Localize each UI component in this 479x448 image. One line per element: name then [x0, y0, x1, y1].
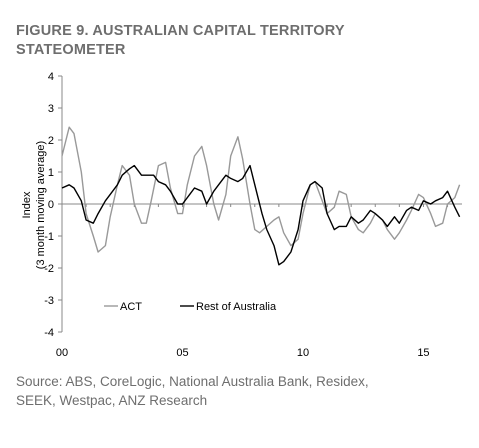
x-tick-label: 15 [417, 347, 429, 359]
chart-axes: -4 -3 -2 -1 0 1 2 3 4 00 05 10 15 [44, 71, 462, 359]
y-tick-label: 0 [48, 199, 54, 211]
legend-label: ACT [120, 301, 142, 313]
y-tick-label: -4 [44, 327, 54, 339]
y-tick-label: -2 [44, 263, 54, 275]
x-tick-label: 00 [56, 347, 68, 359]
y-axis-label-line1: Index [21, 191, 33, 218]
y-axis-label-line2: (3 month moving average) [35, 141, 47, 269]
figure-title-line1: FIGURE 9. AUSTRALIAN CAPITAL TERRITORY [16, 23, 345, 39]
series-line-rest-of-australia [61, 164, 461, 266]
source-line2: SEEK, Westpac, ANZ Research [16, 393, 208, 408]
figure-title: FIGURE 9. AUSTRALIAN CAPITAL TERRITORY S… [16, 22, 456, 60]
x-tick-label: 05 [176, 347, 188, 359]
y-tick-label: 2 [48, 135, 54, 147]
legend-label: Rest of Australia [196, 301, 277, 313]
source-line1: Source: ABS, CoreLogic, National Austral… [16, 374, 369, 389]
y-tick-label: 3 [48, 103, 54, 115]
figure-title-line2: STATEOMETER [16, 42, 126, 58]
y-tick-label: 1 [48, 167, 54, 179]
y-tick-label: 4 [48, 71, 54, 83]
chart-legend: ACT Rest of Australia [104, 301, 277, 313]
y-tick-label: -1 [44, 231, 54, 243]
source-note: Source: ABS, CoreLogic, National Austral… [16, 372, 456, 410]
chart-series [61, 126, 461, 266]
y-tick-label: -3 [44, 295, 54, 307]
x-tick-label: 10 [297, 347, 309, 359]
series-line-act [61, 126, 461, 253]
